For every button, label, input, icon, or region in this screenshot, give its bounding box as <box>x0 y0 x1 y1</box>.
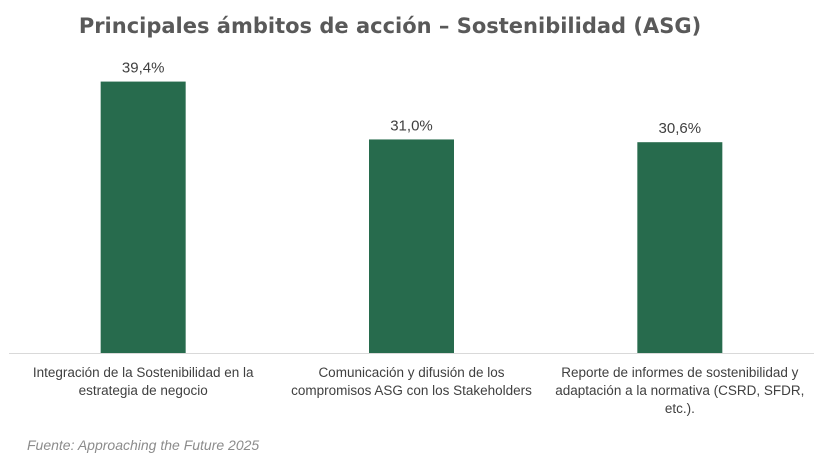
data-label-2: 31,0% <box>390 117 433 134</box>
bar-2 <box>369 139 454 353</box>
category-label-2: Comunicación y difusión de los compromiso… <box>291 365 532 398</box>
data-label-1: 39,4% <box>122 60 165 77</box>
bar-1 <box>100 81 186 354</box>
chart-title: Principales ámbitos de acción – Sostenib… <box>78 14 702 38</box>
category-label-1: Integración de la Sostenibilidad en la es… <box>33 365 254 398</box>
bar-3 <box>637 142 723 353</box>
data-label-3: 30,6% <box>659 120 702 137</box>
source-note: Fuente: Approaching the Future 2025 <box>27 437 260 453</box>
